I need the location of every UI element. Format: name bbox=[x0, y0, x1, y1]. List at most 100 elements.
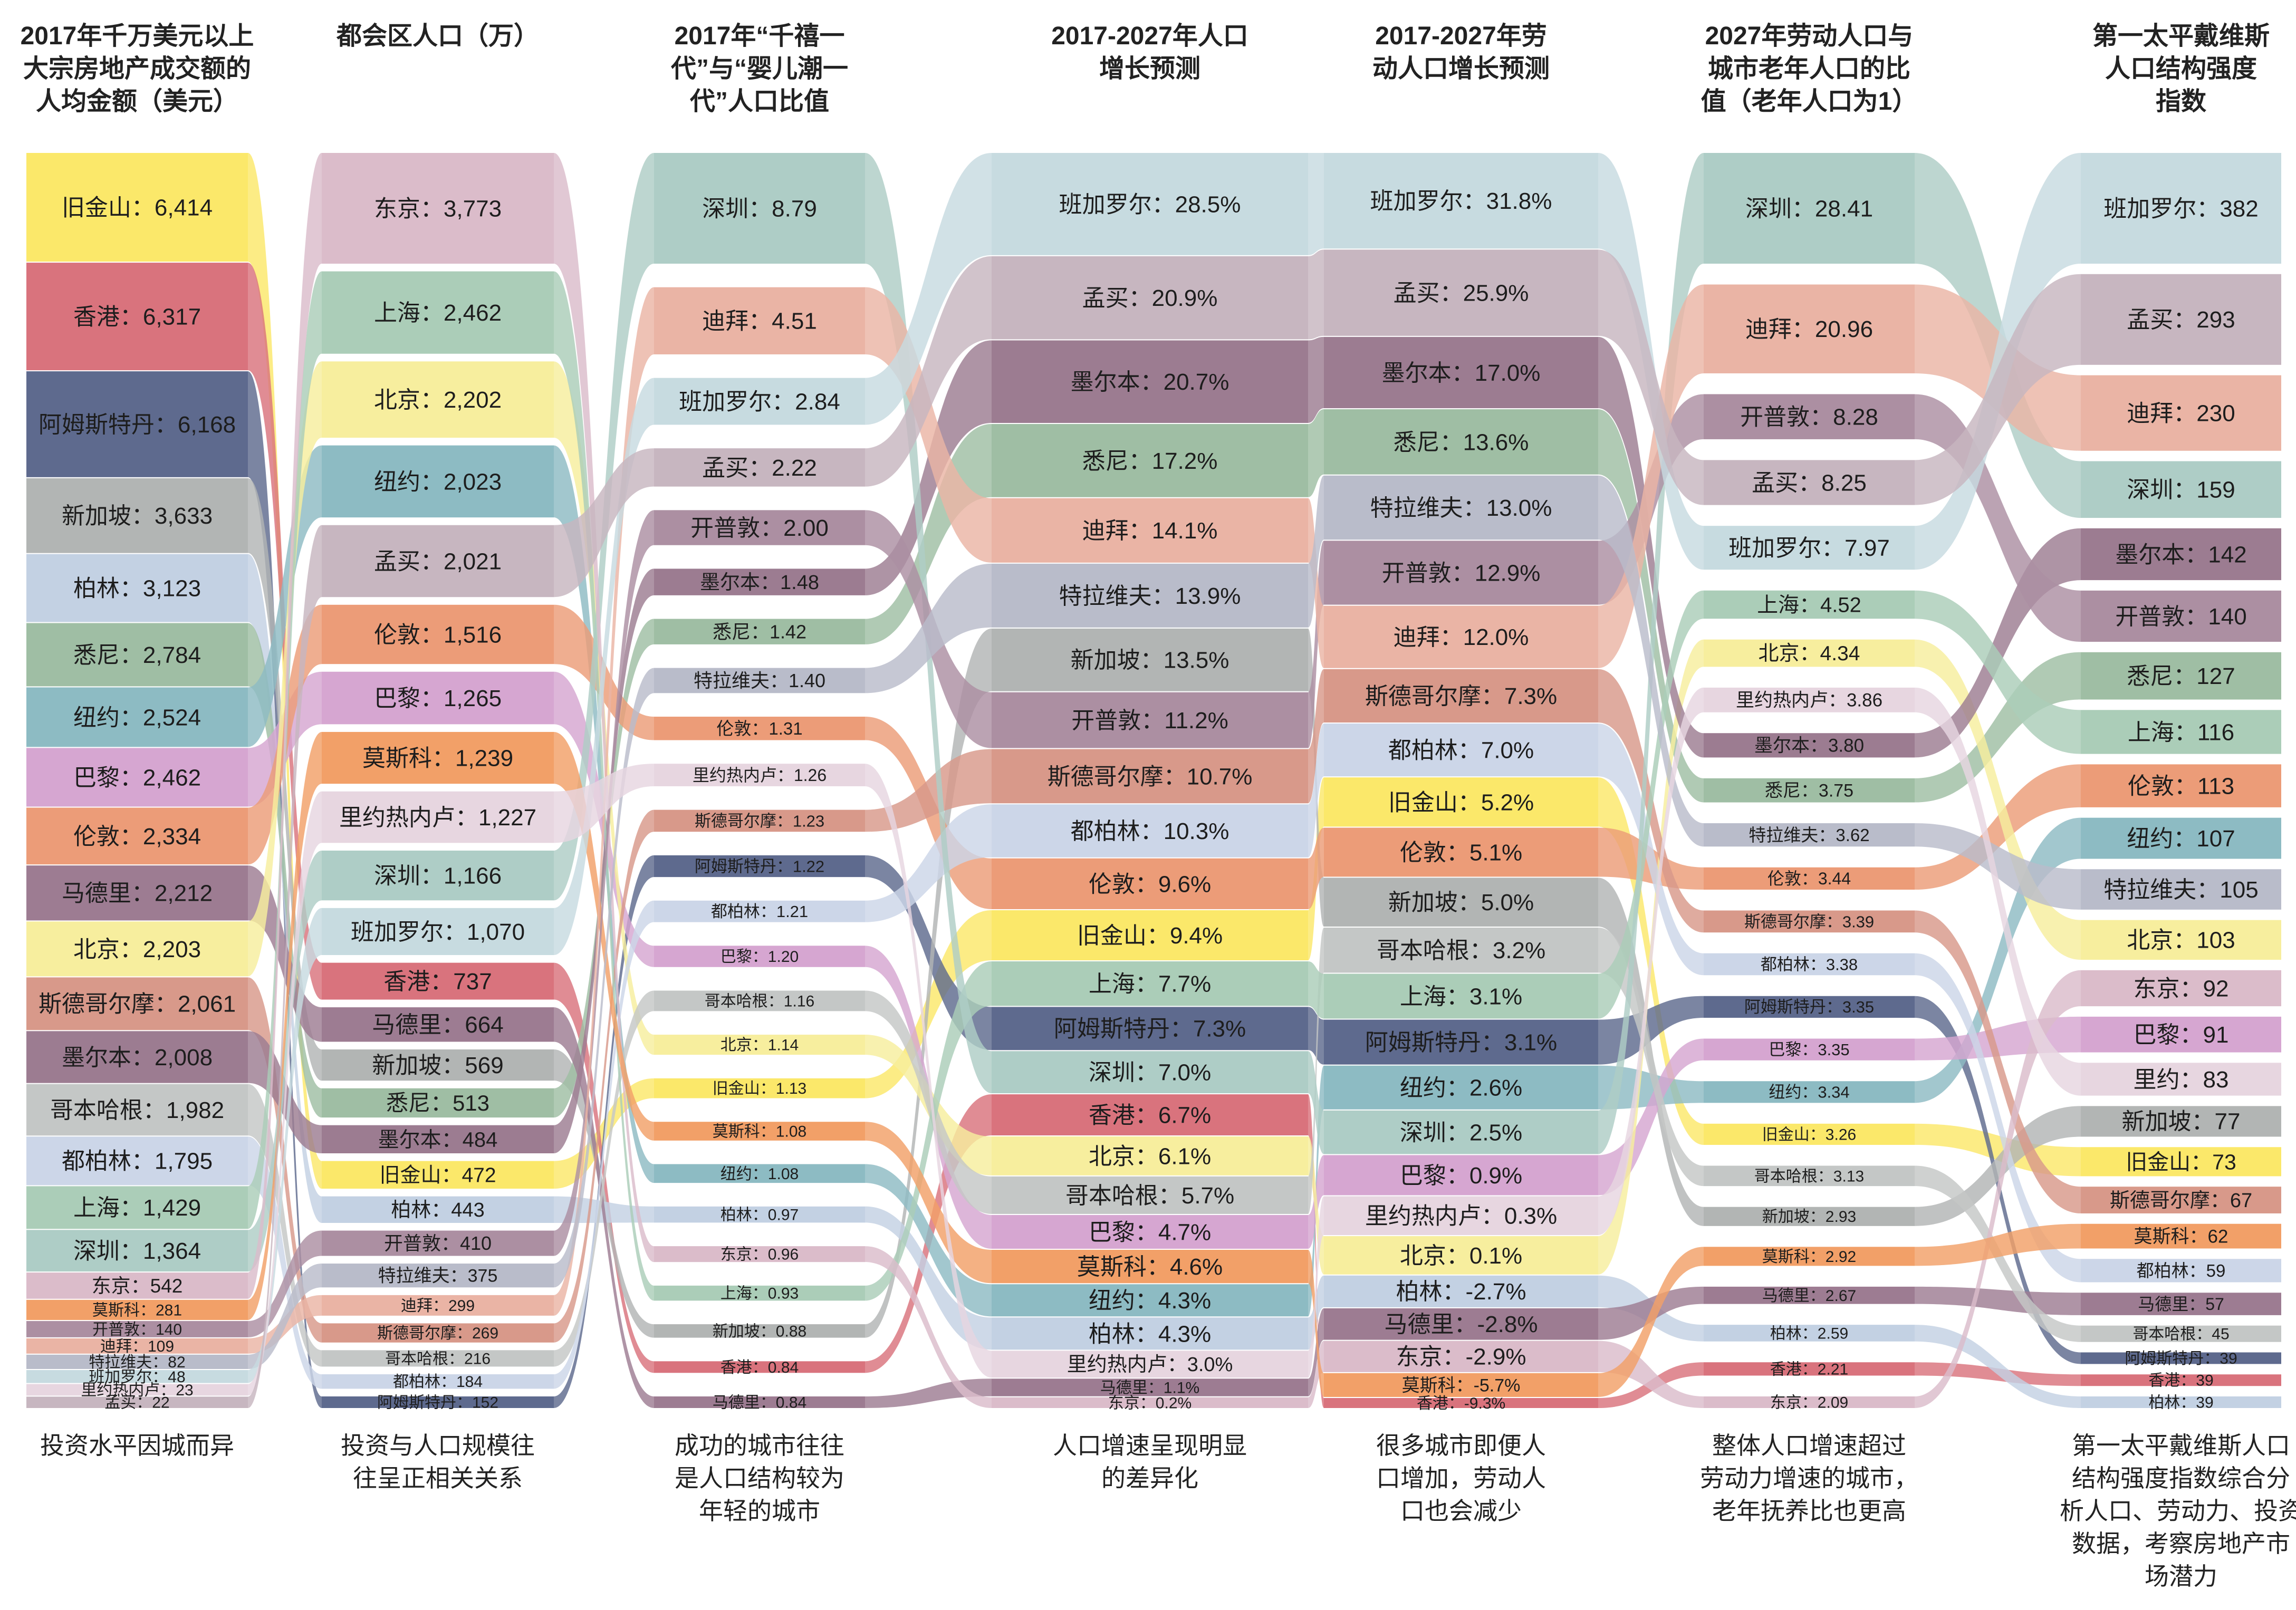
node-bar bbox=[26, 807, 248, 865]
node-label: 迪拜：230 bbox=[2127, 401, 2235, 427]
node-label: 都柏林：59 bbox=[2137, 1261, 2226, 1280]
flow-band bbox=[865, 256, 992, 487]
node-label: 深圳：28.41 bbox=[1745, 196, 1873, 221]
node-bar bbox=[322, 1196, 554, 1223]
flow-band bbox=[554, 809, 654, 1343]
node-bar bbox=[992, 340, 1308, 423]
node-bar bbox=[1324, 1196, 1598, 1236]
node-label: 阿姆斯特丹：7.3% bbox=[1054, 1016, 1246, 1042]
node-label: 迪拜：12.0% bbox=[1394, 624, 1529, 650]
column-footer: 第一太平戴维斯人口 结构强度指数综合分 析人口、劳动力、投资 数据，考察房地产市… bbox=[2060, 1432, 2296, 1590]
node-bar bbox=[1704, 1081, 1915, 1103]
node-bar bbox=[1324, 1155, 1598, 1196]
node-bar bbox=[992, 424, 1308, 497]
node-bar bbox=[1704, 153, 1915, 264]
flow-band bbox=[1598, 336, 1704, 758]
flow-band bbox=[1915, 910, 2081, 1213]
flow-band bbox=[1308, 1341, 1324, 1408]
node-bar bbox=[26, 1370, 248, 1383]
node-label: 特拉维夫：105 bbox=[2103, 877, 2258, 903]
node-label: 上海：0.93 bbox=[720, 1285, 799, 1303]
node-bar bbox=[1324, 973, 1598, 1019]
flow-band bbox=[1598, 1065, 1704, 1110]
node-label: 墨尔本：1.48 bbox=[700, 572, 819, 594]
node-label: 香港：39 bbox=[2148, 1372, 2213, 1390]
node-bar bbox=[1704, 284, 1915, 373]
node-bar bbox=[992, 1397, 1308, 1408]
node-label: 纽约：2,524 bbox=[73, 705, 201, 730]
flow-band bbox=[1915, 970, 2081, 1408]
node-bar bbox=[1324, 1308, 1598, 1340]
node-label: 柏林：0.97 bbox=[720, 1207, 799, 1224]
node-bar bbox=[322, 1161, 554, 1189]
node-bar bbox=[1324, 1236, 1598, 1275]
flow-band bbox=[1598, 249, 1704, 505]
node-label: 柏林：443 bbox=[391, 1199, 484, 1221]
node-bar bbox=[322, 1049, 554, 1081]
node-label: 迪拜：299 bbox=[401, 1297, 475, 1315]
node-bar bbox=[26, 1299, 248, 1320]
node-label: 纽约：2.6% bbox=[1400, 1075, 1522, 1101]
node-label: 莫斯科：281 bbox=[92, 1302, 182, 1319]
node-bar bbox=[322, 671, 554, 725]
column-footer: 成功的城市往往 是人口结构较为 年轻的城市 bbox=[675, 1432, 844, 1525]
node-label: 纽约：1.08 bbox=[720, 1165, 799, 1183]
node-label: 柏林：-2.7% bbox=[1396, 1279, 1526, 1305]
node-bar bbox=[26, 554, 248, 622]
node-bar bbox=[992, 858, 1308, 909]
node-bar bbox=[992, 1051, 1308, 1094]
node-bar bbox=[26, 865, 248, 921]
node-bar bbox=[992, 153, 1308, 255]
flow-band bbox=[1308, 1249, 1324, 1397]
node-label: 巴黎：2,462 bbox=[73, 765, 201, 790]
flow-band bbox=[1598, 687, 1704, 1236]
node-bar bbox=[2081, 528, 2281, 581]
node-label: 特拉维夫：13.9% bbox=[1059, 583, 1241, 609]
node-label: 东京：0.2% bbox=[1108, 1394, 1192, 1412]
node-label: 东京：2.09 bbox=[1770, 1394, 1848, 1412]
node-label: 上海：3.1% bbox=[1400, 984, 1522, 1009]
flow-band bbox=[554, 448, 654, 597]
node-label: 北京：103 bbox=[2127, 928, 2235, 953]
flow-band bbox=[1308, 541, 1324, 748]
node-bar bbox=[322, 791, 554, 843]
flow-band bbox=[1598, 1247, 1704, 1397]
node-bar bbox=[322, 1264, 554, 1288]
node-bar bbox=[2081, 1293, 2281, 1315]
node-label: 深圳：2.5% bbox=[1400, 1120, 1522, 1145]
node-label: 东京：92 bbox=[2134, 976, 2229, 1001]
node-label: 斯德哥尔摩：269 bbox=[377, 1325, 498, 1342]
node-label: 纽约：2,023 bbox=[374, 469, 502, 495]
node-label: 特拉维夫：375 bbox=[378, 1266, 498, 1286]
flow-band bbox=[1308, 475, 1324, 628]
node-label: 悉尼：13.6% bbox=[1394, 429, 1529, 455]
node-bar bbox=[992, 1136, 1308, 1175]
node-label: 伦敦：9.6% bbox=[1089, 871, 1211, 897]
node-bar bbox=[1324, 541, 1598, 605]
node-label: 哥本哈根：1.16 bbox=[705, 992, 814, 1010]
node-label: 班加罗尔：2.84 bbox=[679, 389, 840, 414]
node-label: 伦敦：113 bbox=[2128, 774, 2234, 799]
node-bar bbox=[26, 1396, 248, 1408]
node-bar bbox=[26, 263, 248, 371]
node-bar bbox=[1704, 394, 1915, 439]
flow-band bbox=[1308, 927, 1324, 1214]
node-label: 北京：0.1% bbox=[1400, 1243, 1522, 1269]
node-label: 香港：2.21 bbox=[1770, 1361, 1848, 1378]
flow-band bbox=[248, 623, 322, 1118]
flow-band bbox=[1915, 274, 2081, 505]
flow-band bbox=[1915, 1286, 2081, 1315]
flow-band bbox=[1915, 817, 2081, 1103]
node-label: 哥本哈根：216 bbox=[385, 1350, 491, 1367]
node-label: 孟买：22 bbox=[104, 1394, 169, 1412]
node-label: 悉尼：17.2% bbox=[1082, 448, 1218, 474]
flow-band bbox=[1308, 724, 1324, 857]
column-footer: 投资与人口规模往 往呈正相关关系 bbox=[341, 1432, 535, 1492]
node-label: 旧金山：3.26 bbox=[1762, 1126, 1856, 1143]
node-label: 深圳：159 bbox=[2127, 477, 2235, 503]
node-bar bbox=[2081, 1187, 2281, 1213]
flow-band bbox=[248, 445, 322, 747]
node-label: 深圳：7.0% bbox=[1089, 1060, 1211, 1086]
flow-band bbox=[865, 804, 992, 922]
node-label: 上海：2,462 bbox=[374, 300, 502, 326]
